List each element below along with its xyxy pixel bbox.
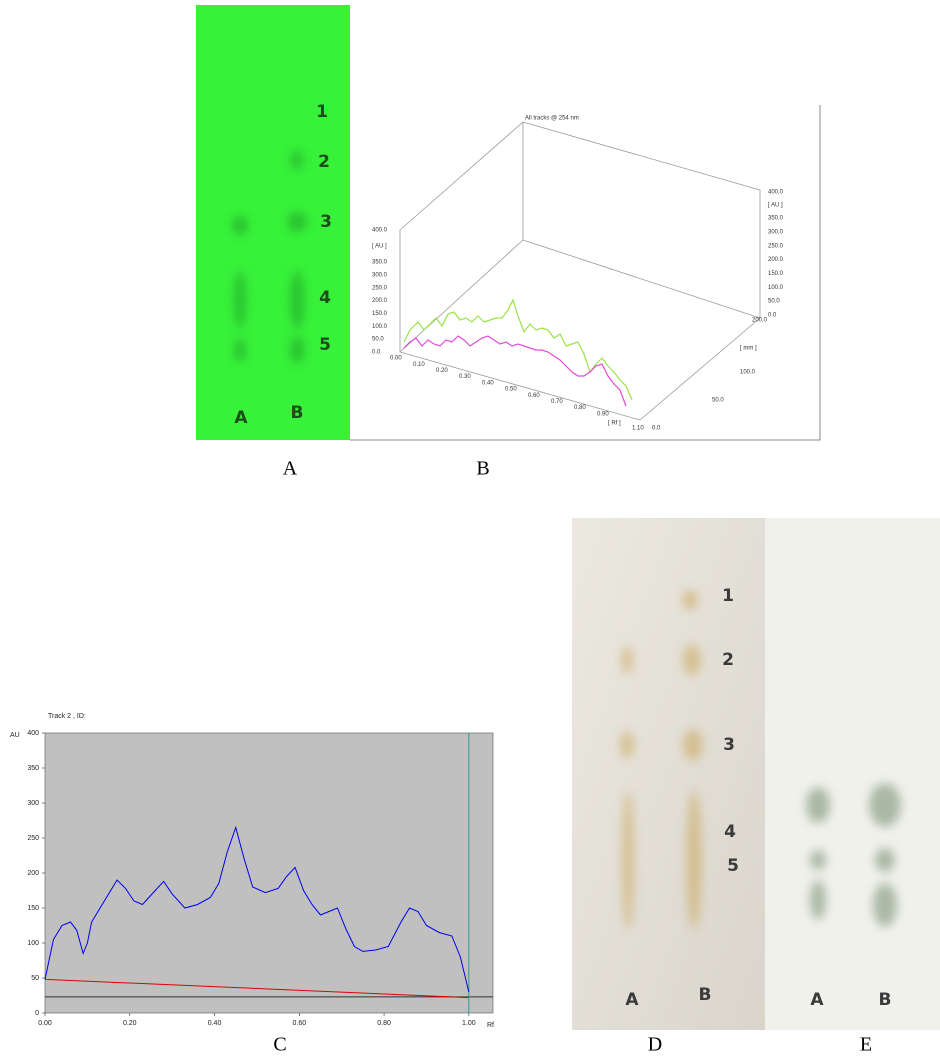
tick-label: 0.0	[652, 426, 661, 432]
tlc-plate	[765, 518, 940, 1030]
tick-label: 100.0	[372, 324, 388, 330]
trace-green	[403, 298, 633, 401]
trace-magenta	[403, 335, 627, 407]
tick-label: 150.0	[372, 311, 388, 317]
axes-3d	[399, 121, 761, 421]
tick-label: 200.0	[752, 318, 768, 324]
tick-label: 50.0	[712, 398, 724, 404]
y-tick-label: 50	[31, 975, 39, 982]
axis-label: [ AU ]	[372, 244, 387, 250]
tick-label: 0.0	[372, 350, 381, 356]
tick-label: 300.0	[372, 272, 388, 278]
y-tick-label: 350	[27, 765, 39, 772]
tick-label: 0.40	[482, 380, 494, 386]
tick-label: 0.70	[551, 399, 563, 405]
tick-label: 0.10	[413, 362, 425, 368]
tick-label: 0.30	[459, 374, 471, 380]
y-tick-label: 400	[27, 730, 39, 737]
band-label: 5	[727, 856, 739, 876]
tick-label: 1.10	[632, 426, 644, 432]
tick-label: 50.0	[372, 337, 384, 343]
tick-label: 0.60	[528, 393, 540, 399]
panel-caption: E	[860, 1034, 872, 1056]
x-tick-label: 0.40	[208, 1020, 222, 1027]
densitogram: 0 50 100 150 200 250 300 350 400 0.00 0.20 0.40 0.60…	[27, 730, 494, 1027]
spots	[232, 150, 307, 364]
tick-label: 350.0	[768, 216, 784, 222]
tick-label: 250.0	[372, 285, 388, 291]
x-tick-label: 1.00	[462, 1020, 476, 1027]
band-label: 3	[723, 735, 735, 755]
tick-label: 0.20	[436, 368, 448, 374]
y-tick-label: 100	[27, 940, 39, 947]
tick-label: 350.0	[372, 260, 388, 266]
tlc-plate	[572, 518, 765, 1030]
axis-label: [ mm ]	[740, 346, 757, 352]
band-label: 5	[319, 335, 331, 355]
y-tick-label: 200	[27, 870, 39, 877]
plot-title: All tracks @ 254 nm	[525, 116, 579, 122]
lane-label: A	[810, 990, 824, 1010]
tick-label: 400.0	[372, 228, 388, 234]
tick-label: 100.0	[740, 370, 756, 376]
panel-frame	[350, 105, 821, 441]
lane-label: B	[879, 990, 892, 1010]
band-label: 2	[722, 650, 734, 670]
tick-label: 0.0	[768, 313, 777, 319]
x-tick-label: 0.00	[38, 1020, 52, 1027]
band-label: 1	[722, 586, 734, 606]
panel-b: All tracks @ 254 nm [ AU ] [ AU ] [ mm ]…	[350, 105, 821, 441]
panel-d: 1 2 3 4 5 A B	[572, 518, 765, 1030]
baseline	[44, 978, 469, 999]
tick-label: 200.0	[372, 298, 388, 304]
x-tick-label: 0.80	[377, 1020, 391, 1027]
tick-label: 0.80	[574, 405, 586, 411]
y-axis-label: AU	[10, 732, 20, 739]
tick-label: 250.0	[768, 243, 784, 249]
y-tick-label: 250	[27, 835, 39, 842]
line-series	[44, 825, 470, 993]
tlc-plate	[196, 5, 350, 440]
tick-label: 100.0	[768, 285, 784, 291]
panel-caption: B	[476, 458, 489, 480]
x-axis-label: Rf	[487, 1022, 494, 1029]
tick-label: 150.0	[768, 271, 784, 277]
lane-label: B	[291, 403, 304, 423]
x-tick-label: 0.60	[292, 1020, 306, 1027]
spots	[806, 783, 901, 927]
panel-caption: C	[273, 1034, 286, 1056]
y-tick-label: 300	[27, 800, 39, 807]
tick-labels: 400.0 350.0 300.0 250.0 200.0 150.0 100.0 50.0 0…	[372, 190, 784, 432]
lane-label: A	[234, 408, 248, 428]
tick-label: 50.0	[768, 299, 780, 305]
lane-label: A	[625, 990, 639, 1010]
y-tick-label: 150	[27, 905, 39, 912]
band-label: 4	[724, 822, 736, 842]
spots	[620, 590, 703, 930]
tick-label: 300.0	[768, 229, 784, 235]
tick-label: 0.50	[505, 387, 517, 393]
band-label: 1	[316, 102, 328, 122]
axis-label: [ Rf ]	[608, 421, 621, 427]
y-tick-label: 0	[35, 1010, 39, 1017]
panel-a: 1 2 3 4 5 A B	[196, 5, 350, 440]
plot-area	[44, 732, 494, 1014]
tick-label: 0.90	[597, 411, 609, 417]
panel-caption: A	[283, 458, 298, 480]
lane-label: B	[699, 985, 712, 1005]
panel-caption: D	[648, 1034, 662, 1056]
chart-title: Track 2 , ID:	[48, 713, 86, 720]
panel-e: A B	[765, 518, 940, 1030]
tick-label: 400.0	[768, 190, 784, 196]
tick-label: 0.00	[390, 356, 402, 362]
band-label: 3	[320, 212, 332, 232]
tick-label: 200.0	[768, 257, 784, 263]
x-tick-label: 0.20	[123, 1020, 137, 1027]
axis-label: [ AU ]	[768, 203, 783, 209]
band-label: 4	[319, 288, 331, 308]
band-label: 2	[318, 152, 330, 172]
